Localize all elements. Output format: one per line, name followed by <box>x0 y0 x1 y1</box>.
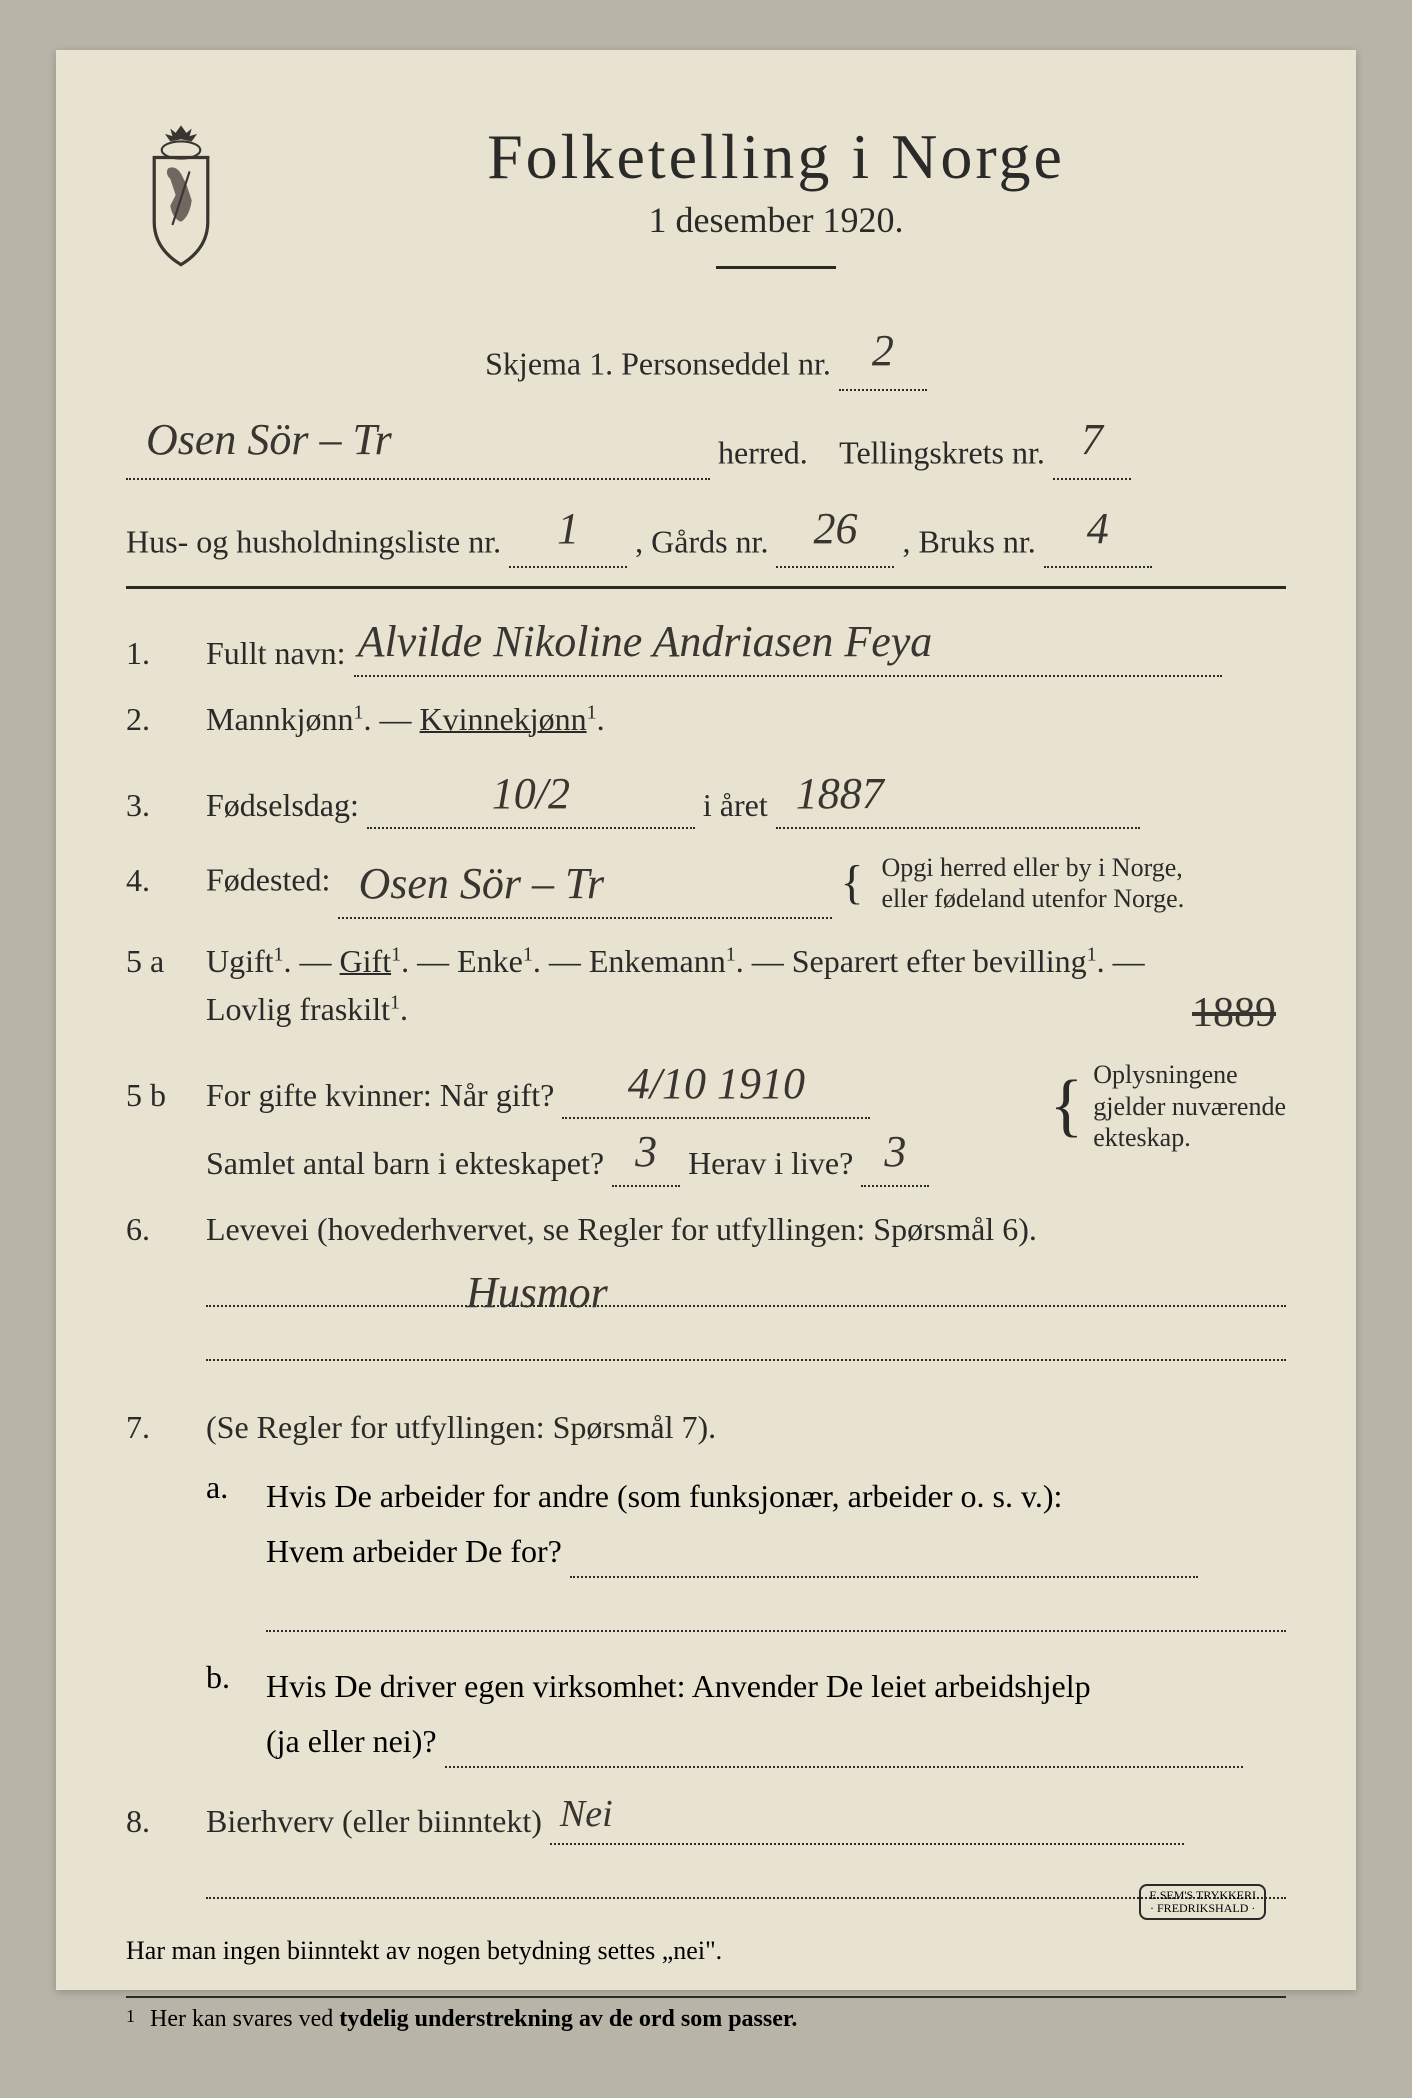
q7-label: (Se Regler for utfyllingen: Spørsmål 7). <box>206 1409 716 1445</box>
q3-year: 1887 <box>776 761 1140 829</box>
q5b-row: 5 b For gifte kvinner: Når gift? 4/10 19… <box>126 1051 1286 1187</box>
q4-note1: Opgi herred eller by i Norge, <box>881 853 1182 882</box>
schema-value: 2 <box>839 314 927 391</box>
q8-row: 8. Bierhverv (eller biinntekt) Nei <box>126 1786 1286 1911</box>
schema-line: Skjema 1. Personseddel nr. 2 <box>126 314 1286 391</box>
q5a-separert: Separert efter bevilling <box>792 943 1087 979</box>
q7b-letter: b. <box>206 1659 246 1768</box>
title-block: Folketelling i Norge 1 desember 1920. <box>266 110 1286 294</box>
bruks-value: 4 <box>1044 492 1152 569</box>
q7-num: 7. <box>126 1403 186 1451</box>
q2-mann: Mannkjønn <box>206 701 354 737</box>
q7a-letter: a. <box>206 1469 246 1644</box>
herred-label: herred. <box>718 434 808 470</box>
husliste-line: Hus- og husholdningsliste nr. 1 , Gårds … <box>126 492 1286 569</box>
footnote-marker: 1 <box>126 2006 135 2033</box>
q5b-label: For gifte kvinner: Når gift? <box>206 1077 554 1113</box>
q5a-row: 5 a Ugift1. — Gift1. — Enke1. — Enkemann… <box>126 937 1286 1033</box>
q5a-ugift: Ugift <box>206 943 274 979</box>
q5a-enke: Enke <box>457 943 523 979</box>
q2-row: 2. Mannkjønn1. — Kvinnekjønn1. <box>126 695 1286 743</box>
coat-of-arms-icon <box>126 120 236 270</box>
instruction-text: Har man ingen biinntekt av nogen betydni… <box>126 1936 1286 1966</box>
q1-value: Alvilde Nikoline Andriasen Feya <box>354 609 1222 677</box>
q4-note2: eller fødeland utenfor Norge. <box>881 884 1184 913</box>
q3-num: 3. <box>126 781 186 829</box>
q2-kvinne: Kvinnekjønn <box>420 701 587 737</box>
q5b-note2: gjelder nuværende <box>1093 1092 1286 1121</box>
q5b-note3: ekteskap. <box>1093 1123 1190 1152</box>
q1-label: Fullt navn: <box>206 635 346 671</box>
q7a-label: Hvis De arbeider for andre (som funksjon… <box>266 1478 1062 1514</box>
q7b-label2: (ja eller nei)? <box>266 1723 437 1759</box>
husliste-value: 1 <box>509 492 627 569</box>
q5b-value: 4/10 1910 <box>562 1051 870 1119</box>
stamp-line1: E.SEM'S TRYKKERI <box>1149 1888 1256 1902</box>
q2-num: 2. <box>126 695 186 743</box>
q4-note: Opgi herred eller by i Norge, eller føde… <box>881 852 1184 914</box>
q8-label: Bierhverv (eller biinntekt) <box>206 1803 542 1839</box>
subtitle: 1 desember 1920. <box>266 199 1286 241</box>
q4-num: 4. <box>126 856 186 904</box>
gards-label: , Gårds nr. <box>635 523 768 559</box>
q3-year-label: i året <box>703 787 768 823</box>
q5b-live: 3 <box>861 1119 929 1187</box>
q6-row: 6. Levevei (hovederhvervet, se Regler fo… <box>126 1205 1286 1373</box>
q5b-num: 5 b <box>126 1071 186 1119</box>
schema-label: Skjema 1. Personseddel nr. <box>485 345 831 381</box>
bruks-label: , Bruks nr. <box>902 523 1035 559</box>
herred-value: Osen Sör – Tr <box>126 403 710 480</box>
q8-value: Nei <box>550 1786 1184 1845</box>
q5a-gift: Gift <box>340 943 392 979</box>
q1-row: 1. Fullt navn: Alvilde Nikoline Andriase… <box>126 609 1286 677</box>
printer-stamp: E.SEM'S TRYKKERI · FREDRIKSHALD · <box>1139 1884 1266 1920</box>
q5b-barn-label: Samlet antal barn i ekteskapet? <box>206 1145 604 1181</box>
q4-label: Fødested: <box>206 862 330 898</box>
q5a-num: 5 a <box>126 937 186 985</box>
q6-label: Levevei (hovederhvervet, se Regler for u… <box>206 1211 1037 1247</box>
footnote-text: Her kan svares ved tydelig understreknin… <box>150 2006 797 2033</box>
q5b-note: Oplysningene gjelder nuværende ekteskap. <box>1093 1059 1286 1153</box>
q7a-label2: Hvem arbeider De for? <box>266 1533 562 1569</box>
q7a-row: a. Hvis De arbeider for andre (som funks… <box>206 1469 1286 1644</box>
q2-dash: — <box>380 701 420 737</box>
tellingskrets-value: 7 <box>1053 403 1131 480</box>
q6-value: Husmor <box>466 1260 608 1326</box>
q5a-crossed-year: 1889 <box>1192 982 1276 1045</box>
q8-num: 8. <box>126 1797 186 1845</box>
q3-day: 10/2 <box>367 761 695 829</box>
herred-line: Osen Sör – Tr herred. Tellingskrets nr. … <box>126 403 1286 480</box>
document-page: Folketelling i Norge 1 desember 1920. Sk… <box>56 50 1356 1990</box>
tellingskrets-label: Tellingskrets nr. <box>839 434 1045 470</box>
q6-num: 6. <box>126 1205 186 1253</box>
header: Folketelling i Norge 1 desember 1920. <box>126 110 1286 294</box>
q5a-enkemann: Enkemann <box>589 943 726 979</box>
q5b-note1: Oplysningene <box>1093 1060 1237 1089</box>
title-divider <box>716 266 836 269</box>
q7b-label: Hvis De driver egen virksomhet: Anvender… <box>266 1668 1091 1704</box>
q5b-live-label: Herav i live? <box>688 1145 853 1181</box>
section-divider <box>126 586 1286 589</box>
q1-num: 1. <box>126 629 186 677</box>
main-title: Folketelling i Norge <box>266 120 1286 194</box>
footnote: 1 Her kan svares ved tydelig understrekn… <box>126 1996 1286 2033</box>
stamp-line2: · FREDRIKSHALD · <box>1150 1901 1255 1915</box>
q4-row: 4. Fødested: Osen Sör – Tr { Opgi herred… <box>126 847 1286 919</box>
gards-value: 26 <box>776 492 894 569</box>
q7-row: 7. (Se Regler for utfyllingen: Spørsmål … <box>126 1403 1286 1451</box>
q5a-lovlig: Lovlig fraskilt <box>206 991 390 1027</box>
husliste-label: Hus- og husholdningsliste nr. <box>126 523 501 559</box>
q5b-barn: 3 <box>612 1119 680 1187</box>
q3-label: Fødselsdag: <box>206 787 359 823</box>
q3-row: 3. Fødselsdag: 10/2 i året 1887 <box>126 761 1286 829</box>
q4-value: Osen Sör – Tr <box>338 851 832 919</box>
q7b-row: b. Hvis De driver egen virksomhet: Anven… <box>206 1659 1286 1768</box>
